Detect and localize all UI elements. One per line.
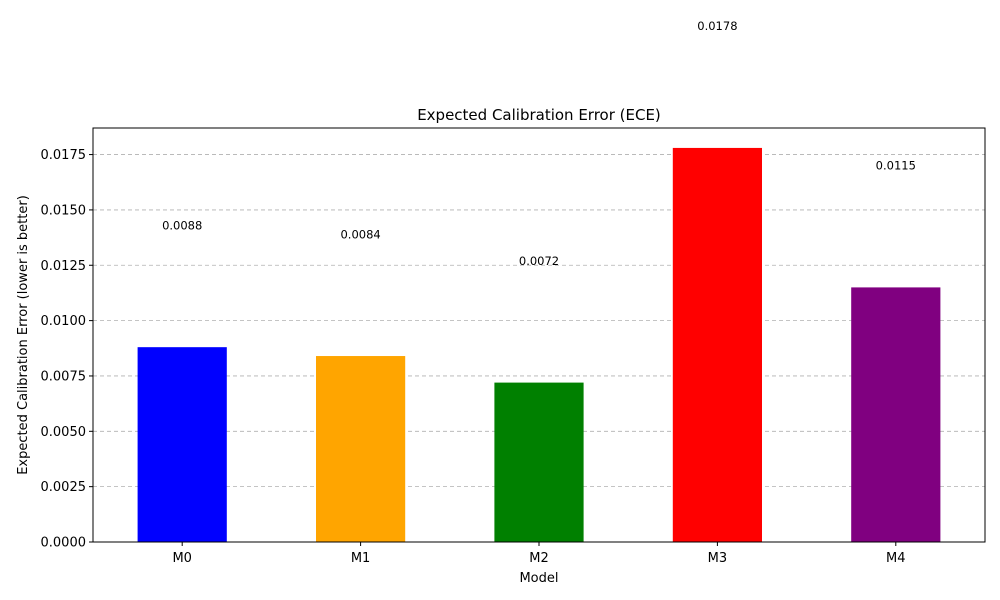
- data-label-m1: 0.0084: [340, 227, 380, 241]
- bar-m2: [494, 382, 584, 542]
- y-tick-label: 0.0075: [41, 369, 87, 384]
- data-label-m3: 0.0178: [697, 19, 737, 33]
- data-label-m2: 0.0072: [519, 254, 559, 268]
- chart-title: Expected Calibration Error (ECE): [417, 106, 661, 124]
- data-labels: 0.0088 0.0084 0.0072 0.0178 0.0115: [162, 19, 916, 268]
- y-tick-label: 0.0125: [41, 259, 87, 274]
- y-axis-label: Expected Calibration Error (lower is bet…: [16, 195, 31, 475]
- x-tick-label: M2: [529, 551, 549, 566]
- y-tick-label: 0.0000: [41, 536, 87, 551]
- data-label-m0: 0.0088: [162, 218, 202, 232]
- x-axis: M0 M1 M2 M3 M4: [172, 542, 906, 566]
- bar-m1: [316, 356, 406, 542]
- grid-lines: [93, 154, 985, 488]
- bar-m3: [672, 147, 762, 542]
- x-tick-label: M0: [172, 551, 192, 566]
- y-tick-label: 0.0050: [41, 425, 87, 440]
- bars: [137, 147, 941, 542]
- x-tick-label: M3: [708, 551, 728, 566]
- y-tick-label: 0.0150: [41, 203, 87, 218]
- x-tick-label: M1: [351, 551, 371, 566]
- x-tick-label: M4: [886, 551, 906, 566]
- y-tick-label: 0.0100: [41, 314, 87, 329]
- y-tick-label: 0.0025: [41, 480, 87, 495]
- x-axis-label: Model: [519, 571, 558, 586]
- y-tick-label: 0.0175: [41, 148, 87, 163]
- data-label-m4: 0.0115: [876, 159, 916, 173]
- bar-m4: [851, 287, 941, 542]
- bar-m0: [137, 347, 227, 542]
- y-axis: 0.0000 0.0025 0.0050 0.0075 0.0100 0.0125 0.01…: [41, 148, 93, 551]
